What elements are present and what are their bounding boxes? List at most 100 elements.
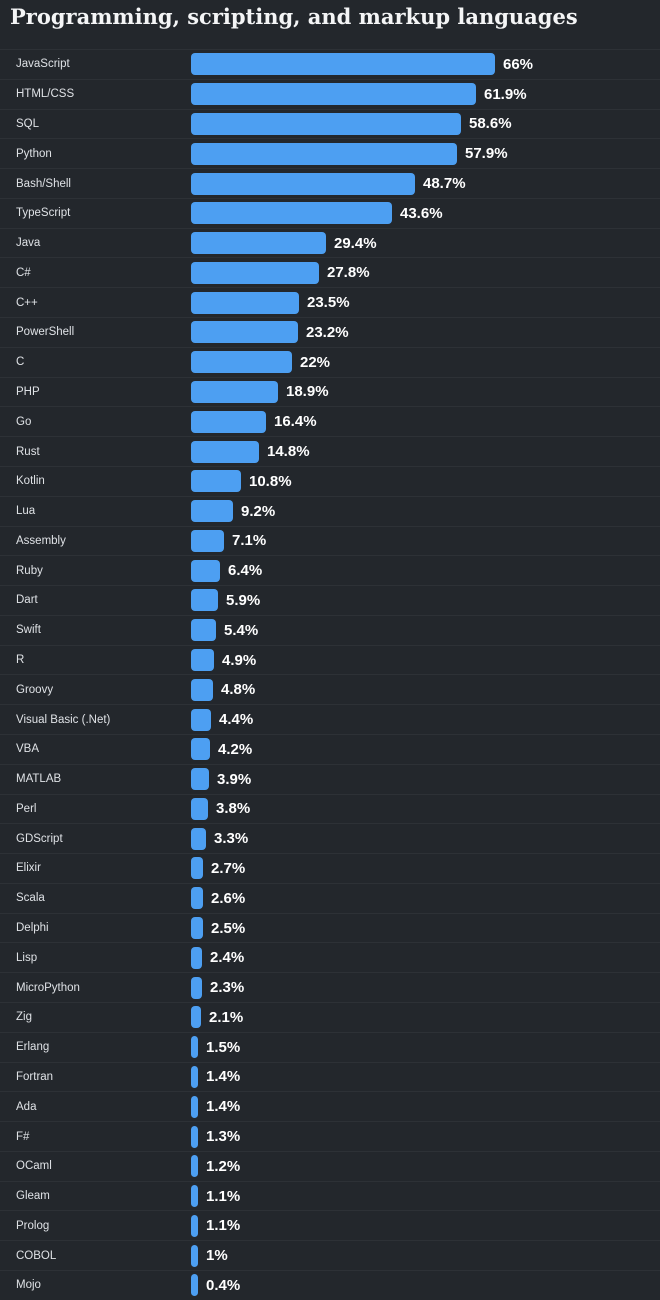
language-label: Go <box>16 415 32 428</box>
bar <box>191 112 461 135</box>
bar-zone: 1.4% <box>191 1092 660 1121</box>
value-label: 1% <box>206 1247 228 1265</box>
value-label: 5.9% <box>226 591 261 609</box>
bar-zone: 1.1% <box>191 1211 660 1240</box>
bar-zone: 2.6% <box>191 884 660 913</box>
bar <box>191 1155 198 1178</box>
bar-zone: 48.7% <box>191 169 660 198</box>
bar-zone: 9.2% <box>191 497 660 526</box>
language-label: C# <box>16 266 31 279</box>
bar-zone: 10.8% <box>191 467 660 496</box>
bar-zone: 18.9% <box>191 378 660 407</box>
language-label: Swift <box>16 624 41 637</box>
value-label: 58.6% <box>469 115 512 133</box>
bar-zone: 1.3% <box>191 1122 660 1151</box>
bar-zone: 29.4% <box>191 229 660 258</box>
chart-row: F# 1.3% <box>0 1121 660 1151</box>
chart-row: Delphi 2.5% <box>0 912 660 943</box>
value-label: 4.8% <box>221 681 256 699</box>
value-label: 23.5% <box>307 294 350 312</box>
chart-row: MATLAB 3.9% <box>0 763 660 794</box>
chart-row: Go 16.4% <box>0 406 660 436</box>
bar <box>191 53 495 76</box>
language-label: Scala <box>16 892 45 905</box>
chart-row: Swift 5.4% <box>0 614 660 645</box>
bar-zone: 4.9% <box>191 646 660 675</box>
language-label: PowerShell <box>16 326 75 339</box>
language-label: Perl <box>16 802 37 815</box>
chart-row: Groovy 4.8% <box>0 674 660 704</box>
value-label: 1.5% <box>206 1038 241 1056</box>
bar <box>191 946 202 969</box>
language-label: Visual Basic (.Net) <box>16 713 111 726</box>
bar-zone: 1.2% <box>191 1152 660 1181</box>
value-label: 18.9% <box>286 383 329 401</box>
chart-row: PowerShell 23.2% <box>0 317 660 347</box>
value-label: 4.9% <box>222 651 257 669</box>
bar-zone: 61.9% <box>191 80 660 109</box>
language-label: TypeScript <box>16 207 71 220</box>
bar <box>191 887 203 910</box>
language-label: VBA <box>16 743 40 756</box>
value-label: 66% <box>503 55 534 73</box>
value-label: 1.4% <box>206 1068 241 1086</box>
value-label: 3.9% <box>217 770 252 788</box>
chart-row: Ruby 6.4% <box>0 555 660 585</box>
chart-row: R 4.9% <box>0 644 660 675</box>
language-label: Java <box>16 237 41 250</box>
bar <box>191 142 457 165</box>
bar <box>191 1125 198 1148</box>
language-label: MATLAB <box>16 773 62 786</box>
bar-zone: 3.3% <box>191 824 660 853</box>
bar-zone: 43.6% <box>191 199 660 228</box>
bar <box>191 500 233 523</box>
bar-zone: 0.4% <box>191 1271 660 1300</box>
value-label: 57.9% <box>465 145 508 163</box>
bar <box>191 440 259 463</box>
language-label: Lisp <box>16 951 38 964</box>
bar-zone: 5.4% <box>191 616 660 645</box>
chart-title: Programming, scripting, and markup langu… <box>10 4 578 29</box>
value-label: 1.2% <box>206 1157 241 1175</box>
language-label: C <box>16 356 25 369</box>
value-label: 4.4% <box>219 711 254 729</box>
language-label: Dart <box>16 594 38 607</box>
language-label: R <box>16 654 25 667</box>
chart-row: Fortran 1.4% <box>0 1061 660 1092</box>
chart-row: MicroPython 2.3% <box>0 972 660 1002</box>
bar-zone: 1% <box>191 1241 660 1270</box>
value-label: 48.7% <box>423 175 466 193</box>
bar <box>191 976 202 999</box>
bar <box>191 321 298 344</box>
bar-zone: 27.8% <box>191 258 660 287</box>
language-label: Fortran <box>16 1070 54 1083</box>
language-label: Elixir <box>16 862 41 875</box>
chart-row: Gleam 1.1% <box>0 1180 660 1211</box>
value-label: 14.8% <box>267 443 310 461</box>
bar <box>191 202 392 225</box>
bar <box>191 172 415 195</box>
chart-row: Zig 2.1% <box>0 1002 660 1032</box>
bar <box>191 470 241 493</box>
language-label: Assembly <box>16 534 66 547</box>
chart-row: Ada 1.4% <box>0 1091 660 1121</box>
bar <box>191 797 208 820</box>
value-label: 2.5% <box>211 919 246 937</box>
bar <box>191 1274 198 1297</box>
value-label: 10.8% <box>249 472 292 490</box>
bar-zone: 1.1% <box>191 1182 660 1211</box>
bar-zone: 7.1% <box>191 527 660 556</box>
chart-row: Rust 14.8% <box>0 436 660 466</box>
bar-zone: 3.8% <box>191 795 660 824</box>
value-label: 2.1% <box>209 1008 244 1026</box>
bar-zone: 2.3% <box>191 973 660 1002</box>
bar <box>191 351 292 374</box>
value-label: 0.4% <box>206 1276 241 1294</box>
chart-row: C++ 23.5% <box>0 287 660 317</box>
bar-zone: 66% <box>191 50 660 79</box>
language-label: Lua <box>16 505 36 518</box>
bar <box>191 559 220 582</box>
bar-zone: 57.9% <box>191 139 660 168</box>
language-label: Erlang <box>16 1041 50 1054</box>
